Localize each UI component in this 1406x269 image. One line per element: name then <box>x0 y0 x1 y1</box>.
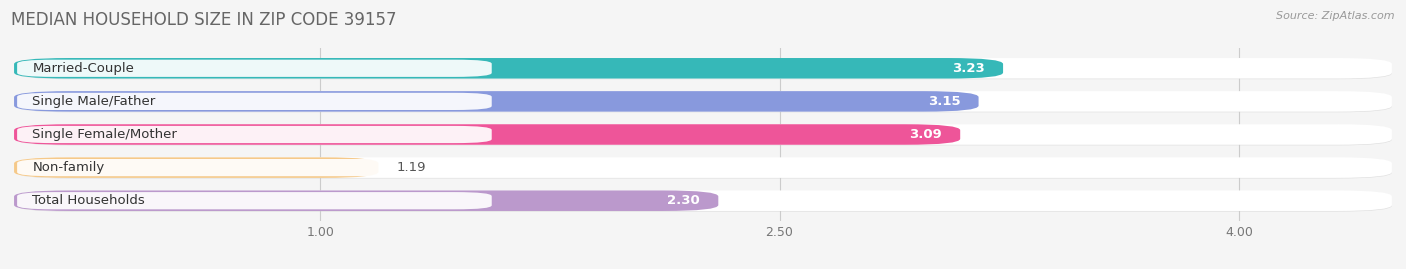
FancyBboxPatch shape <box>17 92 1392 112</box>
FancyBboxPatch shape <box>17 191 1392 212</box>
FancyBboxPatch shape <box>17 60 492 77</box>
Text: Total Households: Total Households <box>32 194 145 207</box>
FancyBboxPatch shape <box>17 125 1392 146</box>
FancyBboxPatch shape <box>17 59 1392 79</box>
Text: 3.15: 3.15 <box>928 95 960 108</box>
FancyBboxPatch shape <box>14 157 378 178</box>
Text: 3.23: 3.23 <box>952 62 984 75</box>
Text: MEDIAN HOUSEHOLD SIZE IN ZIP CODE 39157: MEDIAN HOUSEHOLD SIZE IN ZIP CODE 39157 <box>11 11 396 29</box>
FancyBboxPatch shape <box>14 190 718 211</box>
FancyBboxPatch shape <box>14 91 979 112</box>
Text: Married-Couple: Married-Couple <box>32 62 135 75</box>
FancyBboxPatch shape <box>14 91 1392 112</box>
Text: 1.19: 1.19 <box>396 161 426 174</box>
Text: Single Female/Mother: Single Female/Mother <box>32 128 177 141</box>
Text: 3.09: 3.09 <box>910 128 942 141</box>
FancyBboxPatch shape <box>17 93 492 110</box>
Text: Non-family: Non-family <box>32 161 104 174</box>
FancyBboxPatch shape <box>17 126 492 143</box>
FancyBboxPatch shape <box>17 192 492 209</box>
FancyBboxPatch shape <box>17 158 1392 179</box>
FancyBboxPatch shape <box>17 159 492 176</box>
Text: Single Male/Father: Single Male/Father <box>32 95 156 108</box>
FancyBboxPatch shape <box>14 190 1392 211</box>
FancyBboxPatch shape <box>14 124 1392 145</box>
Text: Source: ZipAtlas.com: Source: ZipAtlas.com <box>1277 11 1395 21</box>
FancyBboxPatch shape <box>14 58 1002 79</box>
FancyBboxPatch shape <box>14 157 1392 178</box>
FancyBboxPatch shape <box>14 58 1392 79</box>
Text: 2.30: 2.30 <box>668 194 700 207</box>
FancyBboxPatch shape <box>14 124 960 145</box>
